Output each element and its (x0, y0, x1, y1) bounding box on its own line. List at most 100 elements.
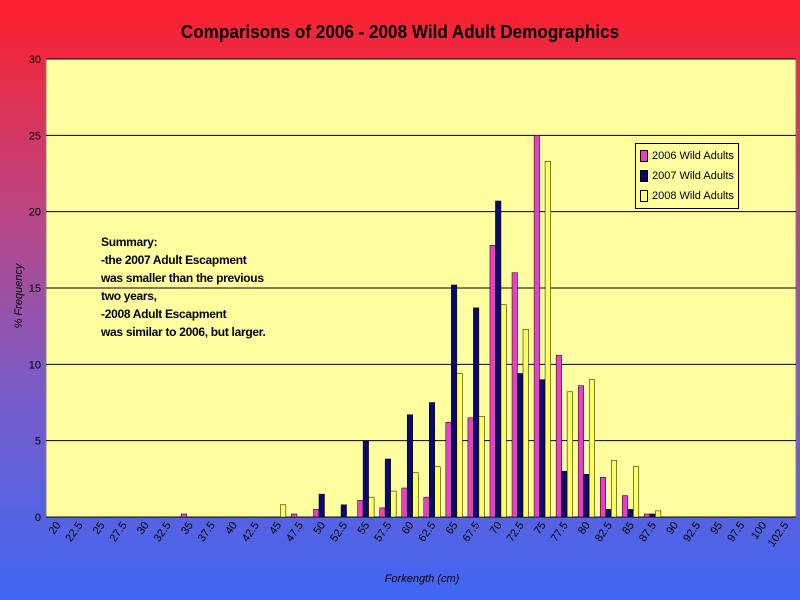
bar-2008-65 (456, 373, 463, 518)
x-tick-label: 92.5 (681, 520, 703, 544)
bar-2007-80 (583, 474, 590, 518)
x-tick-label: 27.5 (108, 520, 130, 544)
x-tick-label: 100 (749, 520, 769, 542)
bar-2006-65 (445, 422, 452, 518)
bar-2008-72.5 (522, 328, 529, 518)
chart-title: Comparisons of 2006 - 2008 Wild Adult De… (180, 22, 620, 42)
bar-2007-87.5 (649, 513, 656, 518)
x-tick-labels: 20 22.5 25 27.5 30 32.5 35 37.5 40 42.5 45 47.5 50 52… (47, 520, 792, 549)
y-tick-label: 30 (29, 54, 41, 66)
bar-2007-60 (406, 414, 413, 518)
bar-2008-67.5 (478, 415, 485, 518)
bar-2007-57.5 (384, 458, 391, 518)
legend-item-2008: 2008 Wild Adults (640, 186, 734, 206)
y-tick-label: 25 (29, 130, 41, 142)
bar-2008-77.5 (566, 391, 573, 518)
y-tick-label: 10 (29, 359, 41, 371)
legend-item-2007: 2007 Wild Adults (640, 166, 734, 186)
bar-2008-82.5 (611, 460, 617, 518)
x-tick-label: 87.5 (637, 520, 659, 544)
bar-2007-65 (451, 284, 458, 518)
x-tick-label: 47.5 (284, 520, 306, 544)
x-tick-label: 62.5 (416, 520, 438, 544)
x-tick-label: 95 (708, 520, 725, 537)
summary-line: two years, (101, 289, 157, 303)
legend-label: 2008 Wild Adults (652, 190, 734, 202)
x-tick-label: 60 (400, 520, 417, 537)
x-axis-title: Forkength (cm) (385, 573, 460, 585)
x-tick-label: 52.5 (328, 520, 350, 544)
bar-2007-72.5 (517, 373, 524, 518)
bar-2007-55 (362, 440, 369, 518)
x-tick-label: 35 (179, 520, 196, 537)
bar-2006-62.5 (423, 496, 430, 518)
bar-2007-70 (495, 200, 502, 518)
gridlines (46, 58, 796, 518)
y-tick-label: 5 (35, 436, 41, 448)
bar-2006-80 (577, 385, 584, 518)
bar-2008-85 (633, 466, 640, 518)
bar-2006-55 (357, 499, 364, 518)
bar-2008-60 (412, 472, 419, 518)
x-tick-label: 75 (532, 520, 549, 537)
bar-2006-75 (533, 135, 540, 518)
bar-2008-57.5 (390, 490, 397, 518)
x-tick-label: 102.5 (766, 520, 792, 549)
bar-2006-47.5 (291, 513, 298, 518)
legend-swatch (640, 190, 648, 202)
legend: 2006 Wild Adults 2007 Wild Adults 2008 W… (635, 143, 739, 209)
bar-2007-85 (627, 509, 634, 518)
x-tick-label: 25 (91, 520, 108, 537)
bar-2006-82.5 (600, 477, 606, 518)
x-tick-label: 22.5 (63, 520, 85, 544)
summary-line: was smaller than the previous (101, 271, 264, 285)
legend-label: 2007 Wild Adults (652, 170, 734, 182)
legend-swatch (640, 150, 648, 162)
y-tick-label: 20 (29, 207, 41, 219)
bar-2007-52.5 (340, 504, 347, 518)
summary-line: was similar to 2006, but larger. (101, 325, 266, 339)
legend-item-2006: 2006 Wild Adults (640, 146, 734, 166)
x-tick-label: 90 (664, 520, 681, 537)
bar-2008-87.5 (655, 510, 662, 518)
bar-2007-62.5 (429, 402, 436, 518)
bar-2006-72.5 (511, 272, 518, 518)
x-tick-label: 97.5 (725, 520, 747, 544)
x-tick-label: 67.5 (460, 520, 482, 544)
bar-2006-70 (489, 245, 496, 518)
bar-2007-82.5 (605, 509, 612, 518)
x-tick-label: 57.5 (372, 520, 394, 544)
bar-2008-75 (544, 161, 551, 518)
y-tick-labels: 0 5 10 15 20 25 30 (29, 54, 41, 524)
summary-line: Summary: (101, 235, 158, 249)
bar-2008-70 (500, 304, 507, 518)
bars (180, 135, 662, 518)
x-tick-label: 32.5 (152, 520, 174, 544)
summary-line: -2008 Adult Escapment (101, 307, 227, 321)
legend-swatch (640, 170, 648, 182)
bar-2008-80 (588, 379, 595, 518)
x-tick-label: 50 (311, 520, 328, 537)
x-tick-label: 72.5 (505, 520, 527, 544)
bar-2006-77.5 (555, 354, 562, 518)
y-tick-label: 0 (35, 512, 41, 524)
bar-2008-55 (368, 496, 375, 518)
x-tick-label: 45 (267, 520, 284, 537)
bar-2006-50 (313, 509, 320, 518)
y-tick-label: 15 (29, 283, 41, 295)
bar-2007-75 (539, 379, 546, 518)
x-tick-label: 82.5 (593, 520, 615, 544)
x-tick-label: 55 (355, 520, 372, 537)
bar-2006-35 (180, 513, 187, 518)
bar-2008-45 (280, 504, 287, 518)
bar-2007-50 (318, 493, 325, 518)
x-tick-label: 65 (444, 520, 461, 537)
bar-2006-67.5 (467, 417, 474, 518)
x-tick-label: 85 (620, 520, 637, 537)
x-tick-label: 77.5 (549, 520, 571, 544)
y-axis-title: % Frequency (13, 262, 25, 328)
x-tick-label: 37.5 (196, 520, 218, 544)
x-tick-label: 20 (47, 520, 64, 537)
